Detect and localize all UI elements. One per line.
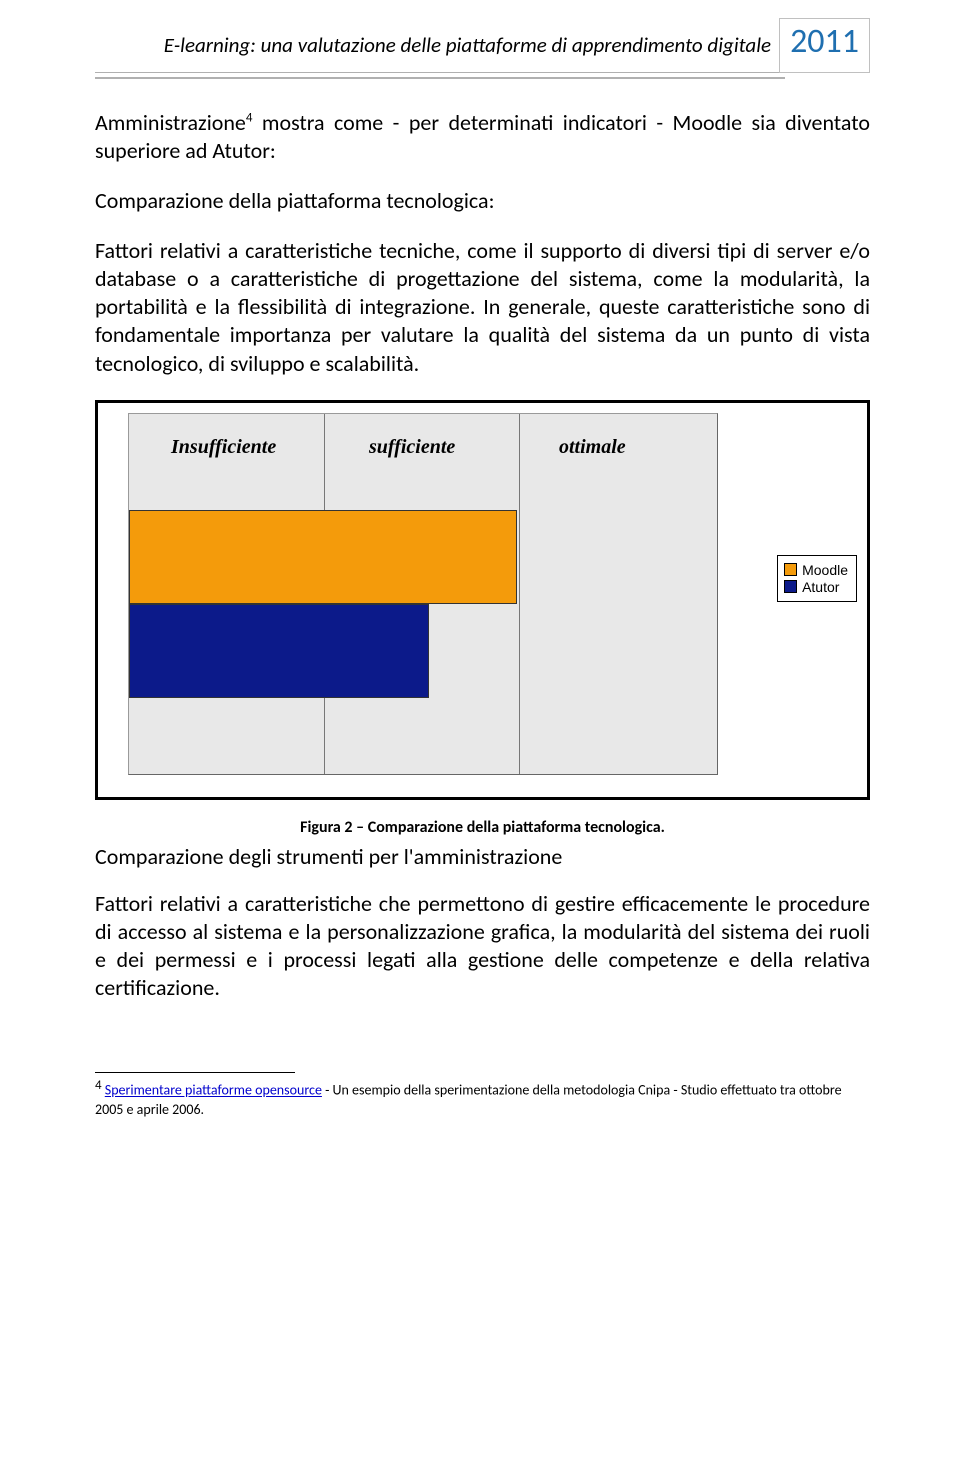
header-year: 2011 xyxy=(790,25,859,59)
legend-swatch-icon xyxy=(784,580,797,593)
chart-bar-moodle xyxy=(129,510,517,604)
p1-part-a: Amministrazione xyxy=(95,109,246,136)
subheading-admin-tools: Comparazione degli strumenti per l'ammin… xyxy=(95,843,870,870)
chart-category-label: sufficiente xyxy=(369,436,455,459)
legend-item: Moodle xyxy=(784,562,848,578)
chart-category-label: ottimale xyxy=(559,436,626,459)
chart-gridline xyxy=(519,414,520,774)
legend-label: Moodle xyxy=(802,562,848,578)
paragraph-intro: Amministrazione4 mostra come - per deter… xyxy=(95,109,870,165)
paragraph-factors: Fattori relativi a caratteristiche tecni… xyxy=(95,237,870,378)
footnote: 4 Sperimentare piattaforme opensource - … xyxy=(95,1077,870,1119)
figure-caption: Figura 2 – Comparazione della piattaform… xyxy=(95,818,870,837)
footnote-link[interactable]: Sperimentare piattaforme opensource xyxy=(105,1082,322,1099)
page-header: E-learning: una valutazione delle piatta… xyxy=(95,18,870,73)
footnote-separator xyxy=(95,1072,295,1073)
chart-legend: Moodle Atutor xyxy=(777,555,857,602)
footnote-number: 4 xyxy=(95,1078,102,1093)
header-title: E-learning: una valutazione delle piatta… xyxy=(95,18,779,73)
legend-swatch-icon xyxy=(784,563,797,576)
legend-item: Atutor xyxy=(784,579,848,595)
paragraph-comparison-title: Comparazione della piattaforma tecnologi… xyxy=(95,187,870,215)
chart-category-label: Insufficiente xyxy=(171,436,276,459)
paragraph-admin-factors: Fattori relativi a caratteristiche che p… xyxy=(95,890,870,1003)
chart-container: Insufficiente sufficiente ottimale Moodl… xyxy=(95,400,870,800)
header-year-box: 2011 xyxy=(779,18,870,73)
legend-label: Atutor xyxy=(802,579,839,595)
header-rule xyxy=(95,77,785,79)
chart-bar-atutor xyxy=(129,604,429,698)
chart-plot-area: Insufficiente sufficiente ottimale xyxy=(128,413,718,775)
